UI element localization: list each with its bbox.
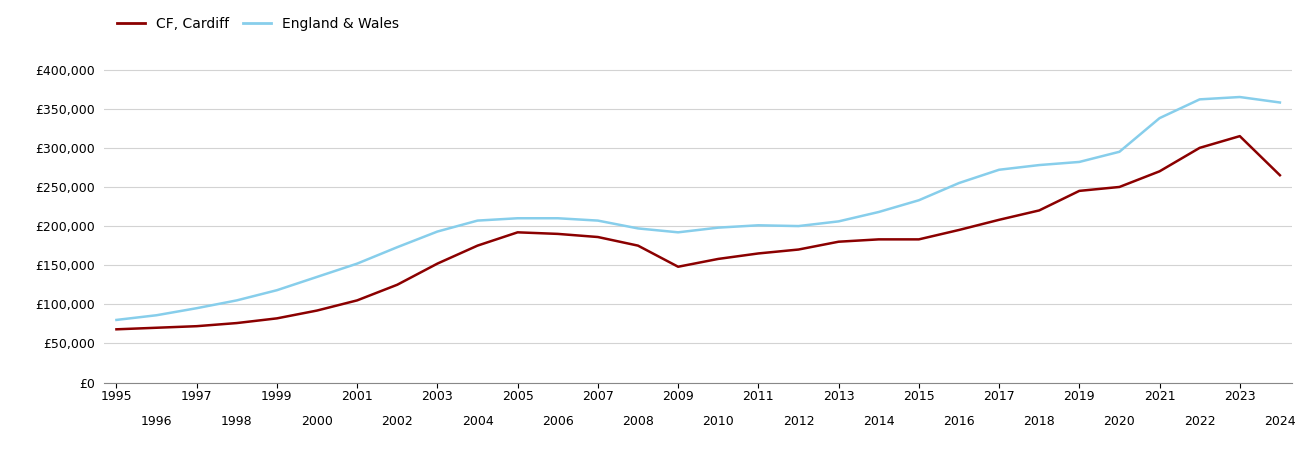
England & Wales: [791, 223, 806, 229]
CF, Cardiff: [309, 308, 325, 313]
CF, Cardiff: [510, 230, 526, 235]
England & Wales: [710, 225, 726, 230]
CF, Cardiff: [189, 324, 205, 329]
Line: England & Wales: England & Wales: [116, 97, 1280, 320]
CF, Cardiff: [1191, 145, 1207, 151]
England & Wales: [350, 261, 365, 266]
CF, Cardiff: [470, 243, 485, 248]
England & Wales: [470, 218, 485, 223]
CF, Cardiff: [549, 231, 565, 237]
England & Wales: [951, 180, 967, 186]
CF, Cardiff: [1031, 208, 1047, 213]
England & Wales: [1152, 116, 1168, 121]
England & Wales: [992, 167, 1007, 172]
CF, Cardiff: [831, 239, 847, 244]
England & Wales: [750, 223, 766, 228]
Line: CF, Cardiff: CF, Cardiff: [116, 136, 1280, 329]
England & Wales: [1191, 97, 1207, 102]
CF, Cardiff: [630, 243, 646, 248]
England & Wales: [389, 244, 405, 250]
England & Wales: [911, 198, 927, 203]
England & Wales: [870, 209, 886, 215]
CF, Cardiff: [228, 320, 244, 326]
CF, Cardiff: [389, 282, 405, 288]
CF, Cardiff: [1232, 133, 1248, 139]
England & Wales: [189, 306, 205, 311]
England & Wales: [149, 313, 164, 318]
England & Wales: [630, 226, 646, 231]
Legend: CF, Cardiff, England & Wales: CF, Cardiff, England & Wales: [111, 12, 405, 37]
CF, Cardiff: [791, 247, 806, 252]
England & Wales: [590, 218, 606, 223]
CF, Cardiff: [149, 325, 164, 330]
England & Wales: [510, 216, 526, 221]
England & Wales: [228, 298, 244, 303]
England & Wales: [549, 216, 565, 221]
CF, Cardiff: [911, 237, 927, 242]
CF, Cardiff: [590, 234, 606, 240]
CF, Cardiff: [951, 227, 967, 233]
CF, Cardiff: [671, 264, 686, 270]
CF, Cardiff: [429, 261, 445, 266]
England & Wales: [671, 230, 686, 235]
England & Wales: [1071, 159, 1087, 165]
England & Wales: [108, 317, 124, 323]
England & Wales: [429, 229, 445, 234]
CF, Cardiff: [350, 298, 365, 303]
England & Wales: [1272, 100, 1288, 105]
England & Wales: [309, 274, 325, 279]
CF, Cardiff: [108, 327, 124, 332]
CF, Cardiff: [1272, 172, 1288, 178]
CF, Cardiff: [710, 256, 726, 261]
England & Wales: [1031, 162, 1047, 168]
CF, Cardiff: [750, 251, 766, 256]
England & Wales: [831, 219, 847, 224]
CF, Cardiff: [1071, 188, 1087, 194]
England & Wales: [269, 288, 284, 293]
CF, Cardiff: [1112, 184, 1128, 189]
CF, Cardiff: [870, 237, 886, 242]
CF, Cardiff: [992, 217, 1007, 222]
CF, Cardiff: [269, 315, 284, 321]
England & Wales: [1112, 149, 1128, 154]
England & Wales: [1232, 94, 1248, 100]
CF, Cardiff: [1152, 169, 1168, 174]
